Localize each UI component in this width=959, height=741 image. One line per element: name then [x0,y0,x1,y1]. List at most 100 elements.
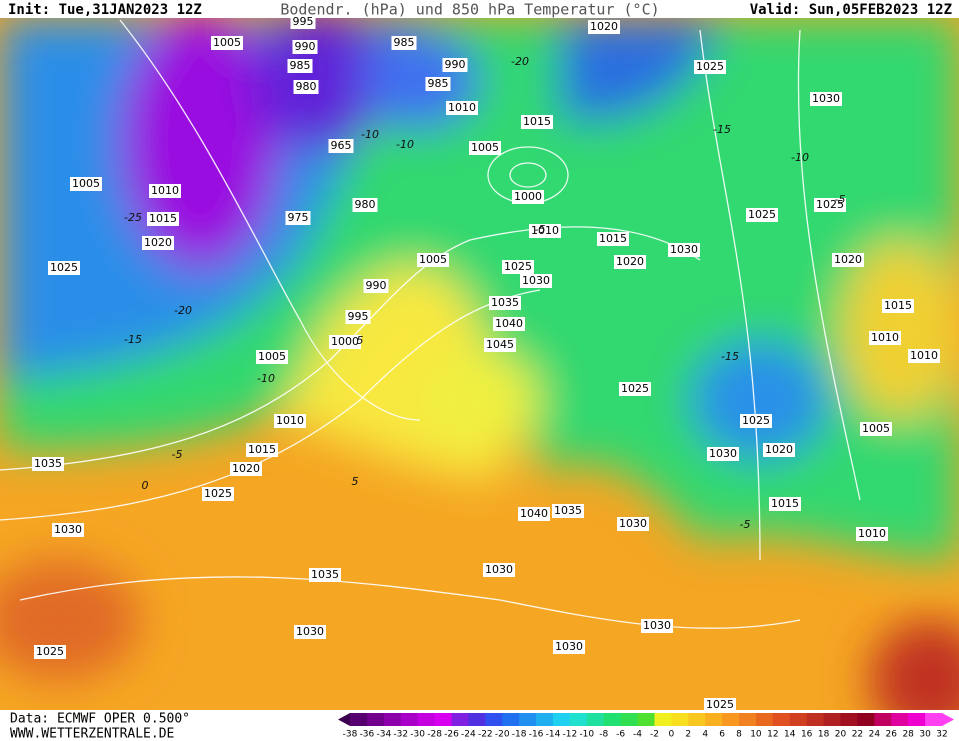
isobar-label-box [292,40,318,54]
colorbar-cell [552,713,571,726]
isobar-label-box [34,645,66,659]
colorbar-cell [485,713,503,726]
isobar-label: 1020 [590,20,618,33]
isobar-label: 1025 [706,698,734,711]
isobar-label-box [908,349,940,363]
colorbar-cell [722,713,740,726]
colorbar-cell [874,713,892,726]
colorbar-label: 12 [767,730,778,740]
isobar-label: 990 [295,40,316,53]
isobar-label-box [707,447,739,461]
website: WWW.WETTERZENTRALE.DE [10,727,174,741]
temperature-label: -10 [791,151,809,164]
isobar-label-box [293,80,319,94]
isobar-label: 1005 [213,36,241,49]
isobar-label-box [329,335,361,349]
isobar-label: 1035 [554,504,582,517]
isobar-label: 1025 [204,487,232,500]
colorbar-label: 20 [835,730,847,740]
colorbar-label: -24 [461,730,476,740]
colorbar-cell [468,713,486,726]
isobar-label-box [856,527,888,541]
temperature-label: -20 [174,304,192,317]
isobar-label-box [246,443,278,457]
colorbar-cell [620,713,639,726]
isobar-label-box [442,58,468,72]
colorbar-cell [502,713,520,726]
isobar-label-box [48,261,80,275]
isobar-label-box [521,115,553,129]
isobar-label-box [619,382,651,396]
isobar-label-box [425,77,451,91]
isobar-label: 985 [428,77,449,90]
colorbar-label: 22 [852,730,863,740]
isobar-label: 1015 [149,212,177,225]
colorbar-label: -26 [444,730,459,740]
temperature-label: 0 [142,479,149,492]
temperature-label: -10 [361,128,379,141]
isobar-label-box [211,36,243,50]
colorbar-label: 4 [702,730,708,740]
isobar-label: 1020 [616,255,644,268]
colorbar-label: 30 [919,730,931,740]
isobar-label: 995 [293,15,314,28]
isobar-label-box [32,457,64,471]
isobar-label-box [529,224,561,238]
isobar-label: 1030 [485,563,513,576]
colorbar-label: -32 [393,730,408,740]
isobar-label-box [746,208,778,222]
isobar-label: 1000 [331,335,359,348]
isobar-label: 1015 [248,443,276,456]
isobar-label: 1005 [862,422,890,435]
colorbar-label: 16 [801,730,813,740]
colorbar-label: -2 [650,730,659,740]
isobar-label-box [142,236,174,250]
colorbar-label: -28 [427,730,442,740]
temperature-label: -20 [511,55,529,68]
colorbar-label: 8 [736,730,742,740]
isobar-label-box [704,698,736,712]
colorbar-cell [536,713,554,726]
isobar-label-box [363,279,389,293]
colorbar-cell [688,713,706,726]
isobar-label-box [202,487,234,501]
isobar-label: 1040 [495,317,523,330]
colorbar-label: -6 [616,730,625,740]
temperature-label: 5 [357,334,364,347]
isobar-label: 1025 [748,208,776,221]
colorbar-cell [603,713,622,726]
isobar-label-box [70,177,102,191]
isobar-label-box [149,184,181,198]
temperature-label: -25 [124,211,142,224]
isobar-label: 985 [290,59,311,72]
temperature-label: -10 [396,138,414,151]
valid-time: Valid: Sun,05FEB2023 12Z [750,2,952,18]
isobar-label-box [290,15,316,29]
isobar-label-box [489,296,521,310]
isobar-label: 1015 [599,232,627,245]
map-title: Bodendr. (hPa) und 850 hPa Temperatur (°… [280,1,659,19]
colorbar-label: 26 [886,730,898,740]
colorbar-cell [806,713,825,726]
temperature-label: -15 [124,333,142,346]
isobar-label-box [810,92,842,106]
isobar-label: 1035 [34,457,62,470]
data-source: Data: ECMWF OPER 0.500° [10,712,190,727]
isobar-label-box [740,414,772,428]
isobar-label: 1005 [258,350,286,363]
colorbar-cell [925,713,943,726]
temperature-label: -10 [257,372,275,385]
isobar-label: 1025 [621,382,649,395]
colorbar-arrow-high [942,713,954,726]
colorbar-label: -10 [579,730,594,740]
isobar-label: 965 [331,139,352,152]
isobar-label-box [518,507,550,521]
isobar-label-box [614,255,646,269]
temperature-label: -15 [721,350,739,363]
colorbar-cell [637,713,655,726]
isobar-label-box [294,625,326,639]
isobar-label-box [668,243,700,257]
colorbar-cell [755,713,774,726]
